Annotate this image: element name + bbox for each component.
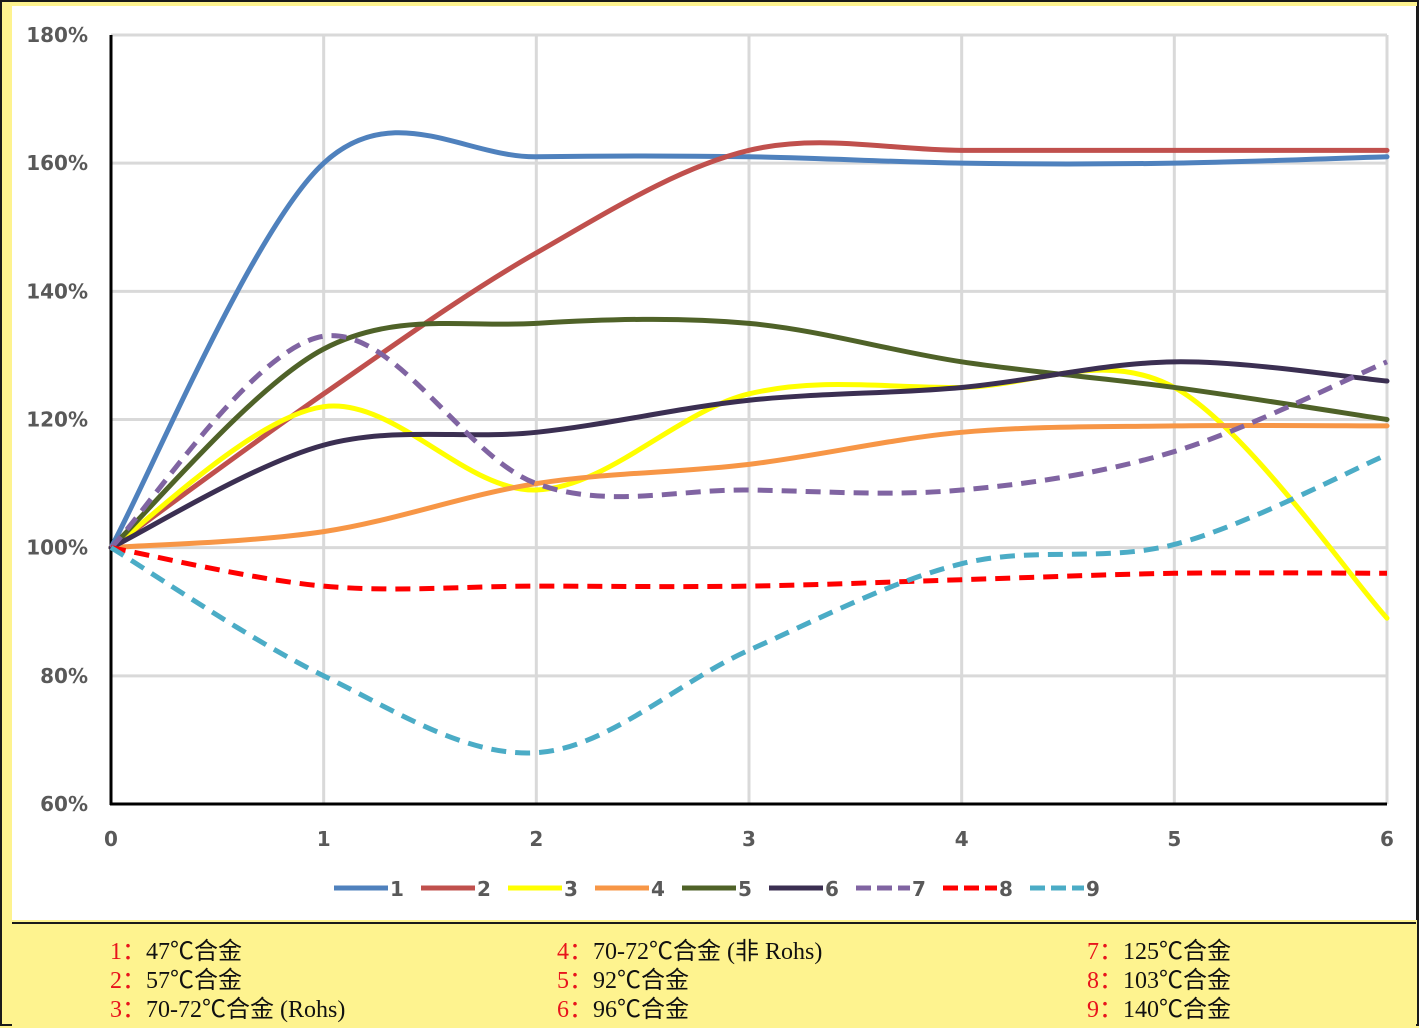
note-1: 1：47℃合金 [110, 938, 242, 967]
series-7-line [109, 333, 1388, 550]
note-number: 1： [110, 939, 146, 965]
y-tick-label: 100% [26, 536, 88, 560]
x-tick-label: 4 [955, 827, 969, 851]
series-3-line [108, 367, 1390, 621]
legend-label-7: 7 [912, 877, 926, 901]
note-number: 7： [1087, 939, 1123, 965]
x-tick-label: 6 [1380, 827, 1394, 851]
x-tick-label: 2 [529, 827, 543, 851]
x-tick-label: 0 [104, 827, 118, 851]
note-5: 5：92℃合金 [557, 967, 689, 996]
note-2: 2：57℃合金 [110, 967, 242, 996]
legend-label-2: 2 [477, 877, 491, 901]
note-text: 47℃合金 [146, 939, 242, 965]
legend-label-9: 9 [1086, 877, 1100, 901]
line-chart: 60% 80% 100% 120% 140% 160% 180% 0 1 2 3 4 5 6 1 2 3 4 5 6 7… [26, 23, 1394, 901]
x-tick-label: 1 [317, 827, 331, 851]
note-text: 70-72℃合金 (Rohs) [146, 997, 346, 1023]
note-number: 3： [110, 997, 146, 1023]
y-tick-label: 160% [26, 151, 88, 175]
y-tick-label: 140% [26, 279, 88, 303]
legend-label-8: 8 [999, 877, 1013, 901]
note-number: 9： [1087, 997, 1123, 1023]
note-text: 70-72℃合金 (非 Rohs) [593, 939, 823, 965]
note-3: 3：70-72℃合金 (Rohs) [110, 996, 345, 1025]
alloy-notes-panel: 1：47℃合金 2：57℃合金 3：70-72℃合金 (Rohs) 4：70-7… [12, 922, 1416, 1028]
note-text: 103℃合金 [1123, 968, 1231, 994]
note-number: 6： [557, 997, 593, 1023]
chart-area: 60% 80% 100% 120% 140% 160% 180% 0 1 2 3 4 5 6 1 2 3 4 5 6 7… [12, 6, 1417, 920]
note-text: 92℃合金 [593, 968, 689, 994]
legend-label-5: 5 [738, 877, 752, 901]
y-tick-label: 120% [26, 408, 88, 432]
series-5-line [108, 316, 1390, 551]
series-8-line [110, 545, 1388, 592]
note-text: 57℃合金 [146, 968, 242, 994]
note-text: 96℃合金 [593, 997, 689, 1023]
series-1-line [108, 130, 1390, 551]
note-number: 5： [557, 968, 593, 994]
note-text: 140℃合金 [1123, 997, 1231, 1023]
note-8: 8：103℃合金 [1087, 967, 1231, 996]
note-number: 8： [1087, 968, 1123, 994]
legend-label-3: 3 [564, 877, 578, 901]
series-6-line [108, 359, 1390, 551]
legend-label-4: 4 [651, 877, 665, 901]
note-7: 7：125℃合金 [1087, 938, 1231, 967]
note-number: 4： [557, 939, 593, 965]
x-tick-label: 5 [1167, 827, 1181, 851]
legend-label-6: 6 [825, 877, 839, 901]
y-tick-label: 80% [40, 664, 88, 688]
note-number: 2： [110, 968, 146, 994]
note-6: 6：96℃合金 [557, 996, 689, 1025]
note-text: 125℃合金 [1123, 939, 1231, 965]
legend-label-1: 1 [390, 877, 404, 901]
x-tick-label: 3 [742, 827, 756, 851]
series-2-line [108, 140, 1390, 551]
note-4: 4：70-72℃合金 (非 Rohs) [557, 938, 822, 967]
series-9-line [109, 452, 1388, 756]
y-tick-label: 60% [40, 792, 88, 816]
note-9: 9：140℃合金 [1087, 996, 1231, 1025]
series-4-line [108, 422, 1390, 551]
y-tick-label: 180% [26, 23, 88, 47]
